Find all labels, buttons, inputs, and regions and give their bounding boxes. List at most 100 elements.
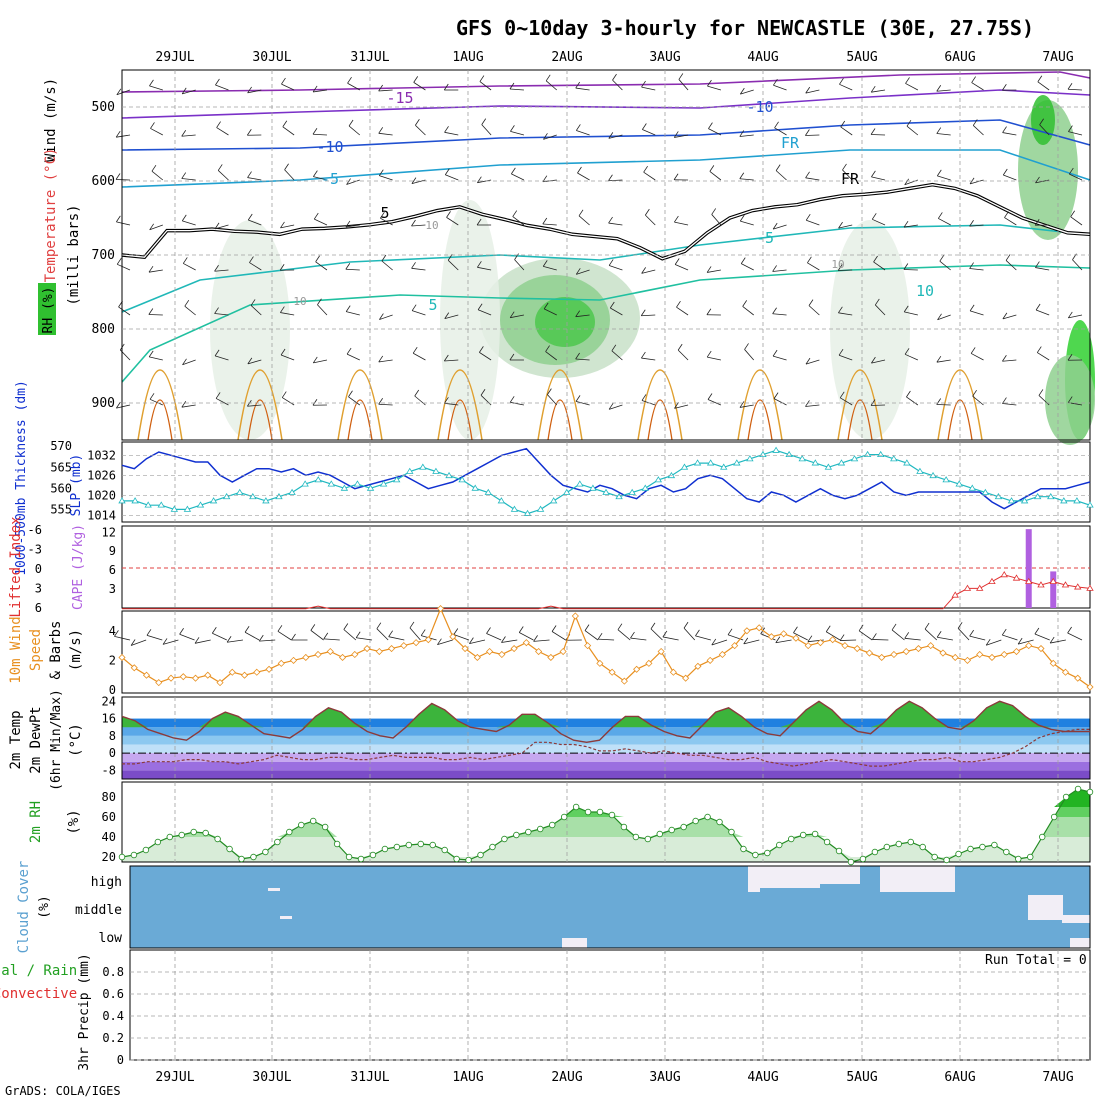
rh-marker (405, 841, 413, 849)
wind-barb (512, 216, 525, 226)
wind-barb (969, 179, 984, 185)
wind-barb-10m (453, 628, 459, 635)
wind-barb (805, 89, 820, 94)
wind-barb (1068, 131, 1083, 136)
wind-barb (706, 266, 712, 273)
thickness-marker (576, 480, 584, 487)
thickness-marker (236, 488, 244, 495)
wind-barb-10m (1050, 639, 1066, 644)
wind-barb (870, 399, 876, 406)
wind10m-tick: 4 (109, 624, 116, 638)
wind-barb-10m (1034, 633, 1050, 641)
wind-barb (808, 305, 820, 316)
wind-barb (575, 81, 581, 89)
wind-barb (149, 398, 163, 406)
warm-contour (637, 369, 683, 441)
thickness-marker (733, 459, 741, 466)
wind-barb (543, 134, 557, 140)
wind-barb (477, 266, 492, 271)
wind-barb (805, 171, 810, 179)
wind-barb-10m (146, 634, 163, 641)
wind-barb (1068, 314, 1083, 319)
wind-barb-10m (683, 621, 689, 629)
wind10m-marker (449, 633, 457, 641)
wind-barb (216, 127, 229, 136)
warm-contour (147, 399, 173, 441)
rh-marker (298, 821, 305, 829)
thickness-marker (301, 480, 309, 487)
rh-marker (811, 830, 819, 838)
wind-barb (1038, 389, 1044, 396)
wind10m-marker (1000, 650, 1008, 659)
wind-barb (247, 404, 262, 407)
wind-barb (378, 89, 393, 92)
wind10m-marker (755, 624, 763, 632)
rh-marker (118, 853, 126, 861)
wind-barb (415, 124, 426, 136)
wind-barb (280, 354, 295, 361)
warm-contour (137, 369, 183, 441)
precip-frame (129, 949, 1091, 1061)
thickness-marker (432, 467, 440, 474)
wind-barb (739, 178, 754, 181)
wind-barb (906, 396, 919, 406)
wind-barb (772, 265, 777, 272)
rh-marker (393, 843, 401, 851)
wind10m-marker (437, 605, 445, 613)
wind-barb (739, 130, 745, 137)
contour-label: -10 (316, 138, 343, 156)
wind-barb (215, 398, 229, 406)
wind-barb-10m (501, 636, 506, 643)
wind-barb-10m (533, 639, 550, 642)
wind-barb (807, 256, 812, 264)
date-label-bottom: 4AUG (747, 1070, 778, 1085)
wind-barb-10m (936, 630, 942, 638)
date-label-top: 3AUG (649, 50, 680, 65)
rh-marker (847, 858, 855, 866)
wind-barb (1070, 210, 1076, 217)
lifted-tick: 6 (35, 601, 42, 615)
wind-barb (313, 170, 318, 177)
temp-label-2: 2m DewPt (28, 706, 44, 773)
wind-barb-10m (695, 635, 711, 641)
top-date-axis: 29JUL 30JUL 31JUL 1AUG 2AUG 3AUG 4AUG 5AUG 6AUG 7… (155, 50, 1073, 65)
wind10m-marker (155, 679, 163, 687)
temp-frame (121, 696, 1091, 780)
wind-barb (740, 89, 754, 95)
wind-barb-10m (114, 630, 119, 637)
wind-barb-10m (551, 625, 557, 632)
thickness-tick: 570 (50, 439, 72, 453)
wind-barb (444, 397, 449, 404)
wind-barb (673, 173, 679, 180)
wind-barb-10m (420, 629, 426, 636)
wind10m-marker (204, 671, 212, 679)
cape-tick: 6 (109, 563, 116, 577)
rh-marker (584, 808, 592, 816)
wind-barb (542, 260, 548, 267)
wind10m-marker (326, 647, 334, 656)
thickness-marker (903, 459, 911, 466)
rh-marker (764, 849, 771, 857)
wind10m-marker (853, 644, 861, 653)
wind-barb-10m (683, 627, 696, 641)
wind10m-marker (498, 650, 506, 659)
wind-barb (674, 404, 689, 409)
temp-line (121, 700, 1090, 744)
warm-contour (247, 399, 273, 441)
wind-barb (739, 214, 745, 222)
wind10m-marker (338, 653, 347, 662)
wind-barb-10m (376, 628, 389, 641)
wind-barb (1039, 118, 1044, 125)
wind-barb-10m (775, 639, 792, 644)
wind-barb (1037, 81, 1050, 91)
wind-barb (511, 173, 525, 181)
wind10m-marker (951, 653, 959, 662)
wind-barb (1034, 219, 1040, 226)
wind-barb (214, 224, 229, 230)
cloud-level-label: low (99, 931, 123, 946)
wind-barb (116, 258, 122, 265)
wind-barb (345, 305, 351, 312)
wind-barb (182, 220, 196, 226)
wind-barb (413, 82, 426, 91)
wind-barb (970, 347, 976, 354)
